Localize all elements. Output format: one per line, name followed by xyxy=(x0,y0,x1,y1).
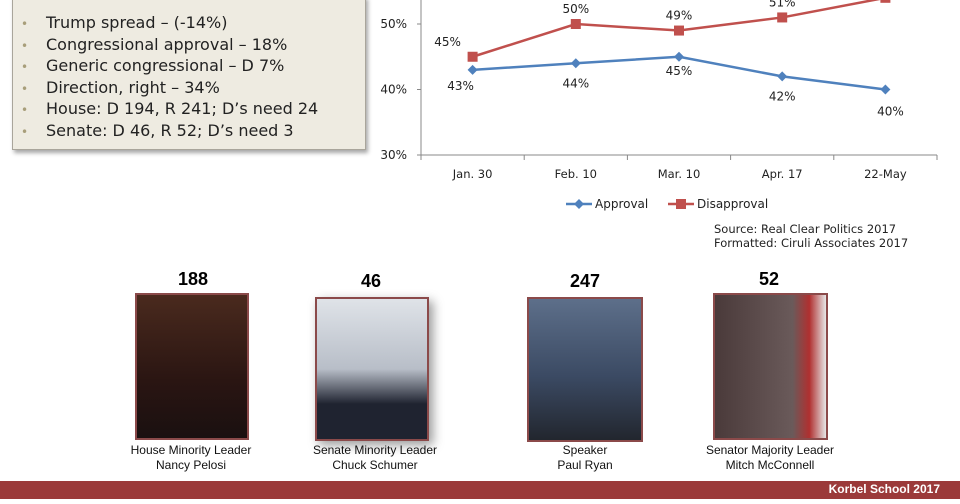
y-tick-label: 40% xyxy=(380,83,407,97)
x-tick-label: Feb. 10 xyxy=(555,167,597,181)
approval-marker xyxy=(467,64,478,75)
summary-item: • Congressional approval – 18% xyxy=(21,34,288,54)
footer-bar: Korbel School 2017 xyxy=(0,481,960,499)
legend-label: Approval xyxy=(595,197,648,211)
summary-box: • Trump spread – (-14%) • Congressional ap… xyxy=(12,0,366,150)
data-label: 40% xyxy=(877,105,904,119)
disapproval-marker xyxy=(777,12,788,23)
source-text: Source: Real Clear Politics 2017 xyxy=(714,222,897,236)
legend-disapproval-marker xyxy=(676,199,686,209)
leader-name: Chuck Schumer xyxy=(332,458,418,472)
data-label: 42% xyxy=(769,89,796,103)
leader-count: 247 xyxy=(569,271,601,291)
summary-item: • Generic congressional – D 7% xyxy=(21,56,285,75)
disapproval-marker xyxy=(467,51,478,62)
pelosi-photo xyxy=(135,293,249,440)
schumer-photo xyxy=(315,297,429,441)
data-label: 49% xyxy=(666,9,693,23)
footer-text: Korbel School 2017 xyxy=(828,482,940,496)
data-label: 50% xyxy=(562,2,589,16)
x-tick-label: Jan. 30 xyxy=(452,167,493,181)
leader-name: Nancy Pelosi xyxy=(155,458,227,472)
summary-item: • Senate: D 46, R 52; D’s need 3 xyxy=(21,120,294,140)
leader-name: Paul Ryan xyxy=(557,458,613,472)
leader-count: 188 xyxy=(177,269,209,289)
data-label: 45% xyxy=(666,64,693,78)
summary-item: • Trump spread – (-14%) xyxy=(21,13,228,32)
approval-marker xyxy=(570,58,581,69)
x-tick-label: 22-May xyxy=(864,167,907,181)
leader-name: Mitch McConnell xyxy=(725,458,815,472)
y-tick-label: 30% xyxy=(380,148,407,162)
disapproval-marker xyxy=(570,19,581,29)
summary-item: • Direction, right – 34% xyxy=(21,77,220,97)
x-tick-label: Mar. 10 xyxy=(658,167,701,181)
leader-count: 46 xyxy=(360,271,382,291)
mcconnell-photo xyxy=(713,293,828,440)
leader-title: Senate Minority Leader xyxy=(312,443,438,457)
formatted-text: Formatted: Ciruli Associates 2017 xyxy=(714,236,909,250)
approval-marker xyxy=(880,84,891,95)
leader-count: 52 xyxy=(758,269,780,289)
summary-item: • House: D 194, R 241; D’s need 24 xyxy=(21,99,319,118)
data-label: 45% xyxy=(434,35,461,49)
legend-label: Disapproval xyxy=(697,197,768,211)
data-label: 51% xyxy=(769,0,796,9)
leader-title: Senator Majority Leader xyxy=(705,443,835,457)
approval-line-chart: 30% 40% 50% Jan. 30 Feb. 10 Mar. 10 Apr. 17 22-… xyxy=(380,0,938,211)
legend-approval-marker xyxy=(574,199,584,209)
x-tick-label: Apr. 17 xyxy=(762,167,803,181)
disapproval-marker xyxy=(880,0,891,3)
data-label: 43% xyxy=(447,79,474,93)
leader-title: Speaker xyxy=(562,443,608,457)
leader-title: House Minority Leader xyxy=(130,443,252,457)
disapproval-marker xyxy=(674,25,684,36)
y-tick-label: 50% xyxy=(380,17,407,31)
data-label: 44% xyxy=(562,76,589,90)
approval-marker xyxy=(777,71,788,82)
ryan-photo xyxy=(527,297,643,442)
approval-marker xyxy=(674,51,684,62)
